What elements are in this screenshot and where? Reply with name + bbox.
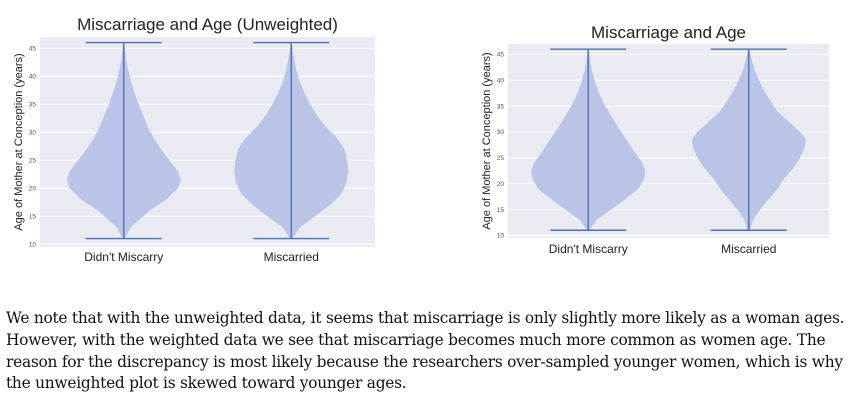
y-tick-label: 25 xyxy=(497,155,505,162)
x-category-label: Didn't Miscarry xyxy=(84,250,163,264)
chart-2: 10 15 20 25 30 35 40 45 Didn't Miscarry Miscarrie… xyxy=(481,23,829,256)
x-category-label: Miscarried xyxy=(721,242,776,256)
chart-title: Miscarriage and Age xyxy=(591,23,746,42)
x-category-label: Miscarried xyxy=(264,250,319,264)
chart-1: 10 15 20 25 30 35 40 45 Didn't Miscarry Miscarrie… xyxy=(13,15,375,264)
y-tick-label: 10 xyxy=(497,233,505,240)
y-tick-label: 35 xyxy=(29,102,37,109)
y-tick-label: 30 xyxy=(29,130,37,137)
figure: 10 15 20 25 30 35 40 45 Didn't Miscarry Miscarrie… xyxy=(13,15,829,264)
chart-title: Miscarriage and Age (Unweighted) xyxy=(77,15,338,34)
y-tick-label: 40 xyxy=(497,78,505,85)
violin-charts: 10 15 20 25 30 35 40 45 Didn't Miscarry Miscarrie… xyxy=(13,15,829,264)
y-tick-label: 25 xyxy=(29,158,37,165)
y-tick-label: 35 xyxy=(497,103,505,110)
y-tick-label: 10 xyxy=(29,242,37,249)
y-tick-label: 15 xyxy=(29,214,37,221)
body-paragraph: We note that with the unweighted data, i… xyxy=(6,309,845,393)
y-tick-label: 40 xyxy=(29,74,37,81)
y-tick-label: 15 xyxy=(497,207,505,214)
y-axis-label: Age of Mother at Conception (years) xyxy=(13,53,25,230)
y-tick-label: 45 xyxy=(497,52,505,59)
y-axis-label: Age of Mother at Conception (years) xyxy=(481,52,493,229)
y-tick-label: 45 xyxy=(29,46,37,53)
y-tick-label: 20 xyxy=(29,186,37,193)
x-category-label: Didn't Miscarry xyxy=(549,242,628,256)
y-tick-label: 30 xyxy=(497,129,505,136)
y-tick-label: 20 xyxy=(497,181,505,188)
